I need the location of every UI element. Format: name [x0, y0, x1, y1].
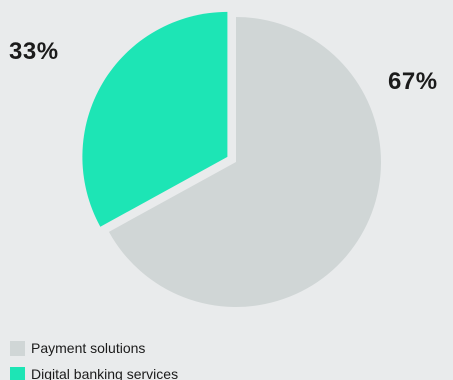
legend-item-payment-solutions[interactable]: Payment solutions	[10, 337, 178, 359]
legend-item-digital-banking[interactable]: Digital banking services	[10, 363, 178, 380]
slice-label-payment-solutions: 67%	[388, 68, 438, 95]
legend-label-digital-banking: Digital banking services	[31, 366, 179, 380]
pie-slice-digital-banking-services[interactable]	[82, 11, 228, 227]
legend: Payment solutions Digital banking servic…	[10, 337, 178, 380]
slice-label-digital-banking: 33%	[9, 38, 59, 65]
legend-swatch-digital-banking	[10, 366, 25, 380]
pie-slice-payment-solutions[interactable]	[108, 17, 381, 307]
legend-label-payment-solutions: Payment solutions	[31, 340, 146, 356]
legend-swatch-payment-solutions	[10, 340, 25, 356]
